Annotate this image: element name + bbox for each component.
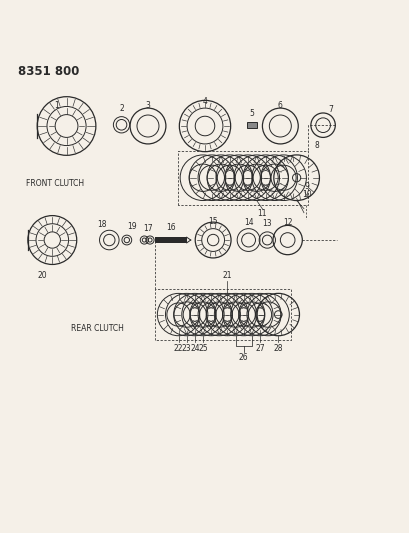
Text: 28: 28 xyxy=(273,344,282,353)
Text: 26: 26 xyxy=(238,353,248,362)
Text: 2: 2 xyxy=(119,103,124,112)
Text: 23: 23 xyxy=(182,344,191,353)
Text: FRONT CLUTCH: FRONT CLUTCH xyxy=(26,179,84,188)
Text: 8: 8 xyxy=(313,141,318,150)
Text: 9: 9 xyxy=(303,182,308,191)
Text: 25: 25 xyxy=(198,344,207,353)
Text: 21: 21 xyxy=(222,271,231,280)
Text: 22: 22 xyxy=(173,344,183,353)
Bar xyxy=(155,237,186,243)
Text: 11: 11 xyxy=(256,209,266,219)
Text: 8351 800: 8351 800 xyxy=(18,65,79,78)
Text: REAR CLUTCH: REAR CLUTCH xyxy=(70,324,123,333)
Bar xyxy=(246,122,256,128)
Text: 5: 5 xyxy=(249,109,254,118)
Text: 10: 10 xyxy=(301,190,311,199)
Text: 17: 17 xyxy=(143,224,153,233)
Text: 24: 24 xyxy=(189,344,199,353)
Text: 19: 19 xyxy=(127,222,137,231)
Text: 1: 1 xyxy=(54,101,58,110)
Text: 15: 15 xyxy=(208,217,218,226)
Text: 12: 12 xyxy=(282,217,292,227)
Text: 16: 16 xyxy=(166,223,175,232)
Text: 27: 27 xyxy=(254,344,264,353)
Text: 4: 4 xyxy=(202,96,207,106)
Text: 3: 3 xyxy=(145,101,150,110)
Text: 20: 20 xyxy=(37,271,47,280)
Text: 18: 18 xyxy=(97,220,106,229)
Text: 14: 14 xyxy=(243,217,253,227)
Text: 6: 6 xyxy=(277,101,282,110)
Text: 13: 13 xyxy=(262,219,272,228)
Text: 7: 7 xyxy=(328,105,333,114)
